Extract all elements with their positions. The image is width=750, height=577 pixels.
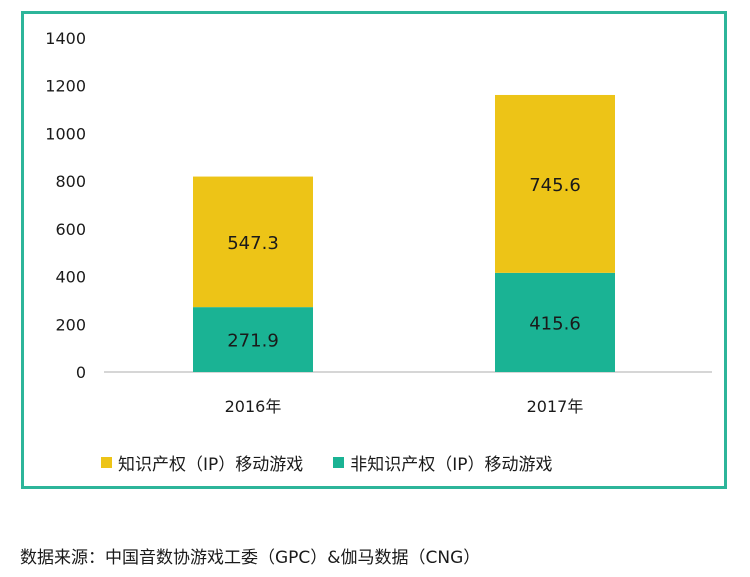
y-tick-label: 1000 bbox=[45, 124, 86, 143]
bar-segment bbox=[495, 272, 615, 372]
legend-label-ip: 知识产权（IP）移动游戏 bbox=[118, 455, 304, 475]
legend-swatch-ip bbox=[101, 457, 112, 468]
legend-item-non-ip: 非知识产权（IP）移动游戏 bbox=[333, 450, 553, 475]
x-category-label: 2017年 bbox=[527, 397, 584, 416]
stacked-bar-chart: 0 200 400 600 800 1000 1200 1400 271.9 547.3 2016年… bbox=[45, 29, 712, 416]
y-tick-label: 400 bbox=[55, 268, 86, 287]
y-tick-label: 200 bbox=[55, 315, 86, 334]
y-tick-label: 1400 bbox=[45, 29, 86, 48]
chart-frame: 0 200 400 600 800 1000 1200 1400 271.9 547.3 2016年… bbox=[21, 11, 727, 489]
bar-data-label: 547.3 bbox=[227, 233, 279, 254]
legend: 知识产权（IP）移动游戏 非知识产权（IP）移动游戏 bbox=[101, 450, 583, 475]
source-note: 数据来源：中国音数协游戏工委（GPC）&伽马数据（CNG） bbox=[20, 548, 481, 568]
bar-data-label: 415.6 bbox=[529, 313, 581, 334]
legend-swatch-non-ip bbox=[333, 457, 345, 468]
legend-label-non-ip: 非知识产权（IP）移动游戏 bbox=[350, 455, 553, 475]
bar-segment bbox=[193, 307, 313, 372]
y-tick-label: 1200 bbox=[45, 77, 86, 96]
legend-item-ip: 知识产权（IP）移动游戏 bbox=[101, 450, 303, 475]
y-tick-label: 0 bbox=[76, 363, 86, 382]
bar-data-label: 271.9 bbox=[227, 331, 279, 352]
x-category-label: 2016年 bbox=[225, 397, 282, 416]
bar-segment bbox=[193, 176, 313, 308]
y-tick-label: 800 bbox=[55, 172, 86, 191]
bar-segment bbox=[495, 94, 615, 273]
y-tick-label: 600 bbox=[55, 220, 86, 239]
bar-data-label: 745.6 bbox=[529, 175, 581, 196]
